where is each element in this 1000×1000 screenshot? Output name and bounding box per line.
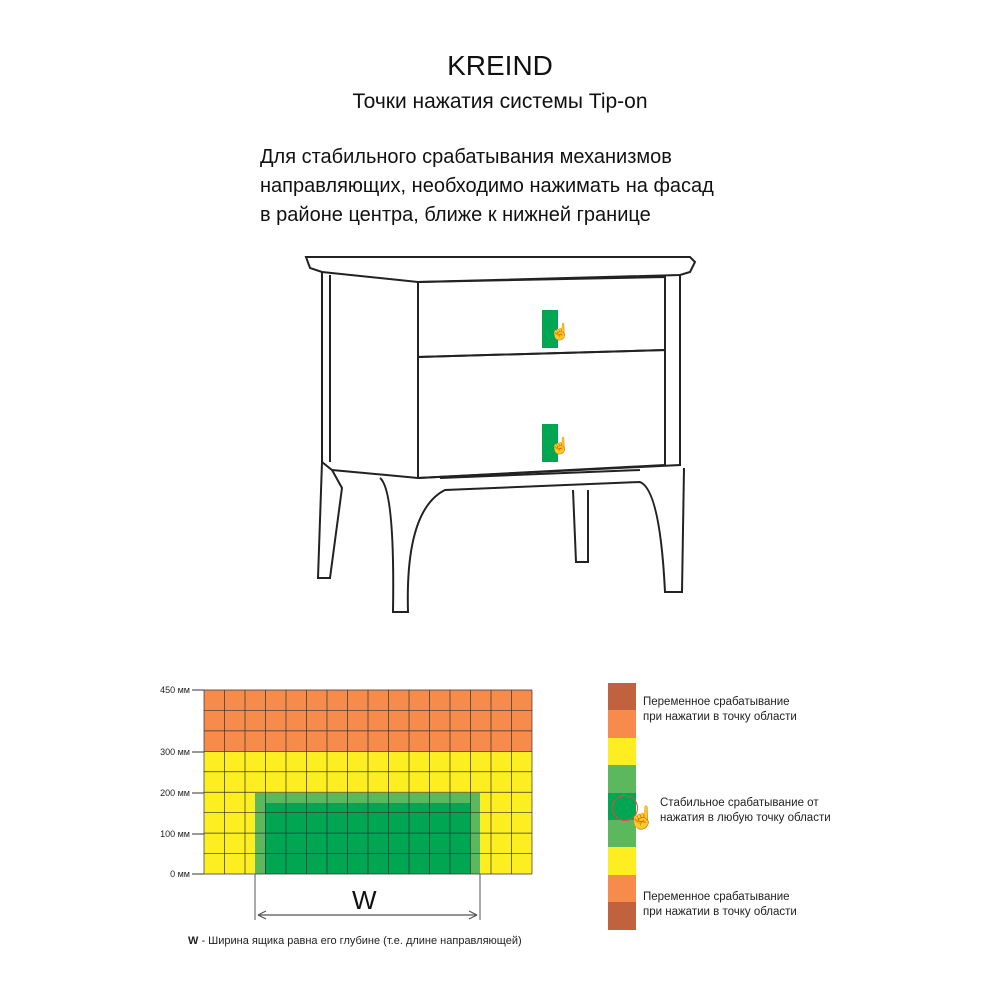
leg-back	[572, 489, 589, 563]
note-bold: W	[188, 935, 199, 947]
width-note: W - Ширина ящика равна его глубине (т.е.…	[188, 935, 522, 947]
brand-title: KREIND	[447, 50, 553, 81]
press-point-top-drawer	[542, 310, 558, 348]
hand-pointer-icon: ☝	[628, 805, 656, 830]
arrow-head	[257, 910, 267, 916]
hand-pointer-icon: ☝	[550, 324, 570, 341]
y-label: 200 мм	[160, 788, 190, 798]
legend-text: при нажатии в точку области	[643, 906, 797, 918]
legend-text: Переменное срабатывание	[643, 891, 790, 903]
legend-text: при нажатии в точку области	[643, 711, 797, 723]
legend-swatch	[608, 737, 636, 766]
note-text: - Ширина ящика равна его глубине (т.е. д…	[198, 935, 522, 947]
width-label: W	[352, 885, 377, 915]
press-point-bottom-drawer	[542, 424, 558, 462]
legend-swatch	[608, 874, 636, 903]
legend-text: Стабильное срабатывание от	[660, 797, 819, 809]
zone-stable-inner	[265, 803, 470, 874]
legend-swatch	[608, 847, 636, 875]
subtitle: Точки нажатия системы Tip-on	[352, 90, 648, 113]
description: Для стабильного срабатывания механизмов …	[260, 143, 714, 230]
legend-text: Переменное срабатывание	[643, 696, 790, 708]
arrow-head	[468, 914, 478, 920]
y-label: 0 мм	[170, 869, 190, 879]
legend-swatch	[608, 710, 636, 738]
legend-text: нажатия в любую точку области	[660, 812, 831, 824]
y-label: 300 мм	[160, 747, 190, 757]
description-line: Для стабильного срабатывания механизмов	[260, 146, 672, 168]
hand-pointer-icon: ☝	[550, 438, 570, 455]
leg-front-left	[316, 461, 344, 579]
y-label: 450 мм	[160, 685, 190, 695]
press-ring-icon	[612, 795, 638, 821]
legend-bottom: Переменное срабатывание при нажатии в точ…	[643, 890, 797, 920]
y-label: 100 мм	[160, 829, 190, 839]
drawer-bottom	[417, 348, 666, 479]
legend-swatch	[608, 902, 636, 930]
description-line: направляющих, необходимо нажимать на фас…	[260, 175, 714, 197]
legend-top: Переменное срабатывание при нажатии в точ…	[643, 695, 797, 725]
legend-swatch	[608, 683, 636, 711]
legend-swatch	[608, 819, 636, 848]
legend-color-bar	[608, 683, 636, 930]
leg-front-mid	[379, 467, 685, 613]
description-line: в районе центра, ближе к нижней границе	[260, 204, 651, 226]
legend-middle: Стабильное срабатывание от нажатия в любу…	[660, 796, 831, 826]
arrow-head	[257, 914, 267, 920]
legend-swatch	[608, 765, 636, 793]
arrow-head	[468, 910, 478, 916]
